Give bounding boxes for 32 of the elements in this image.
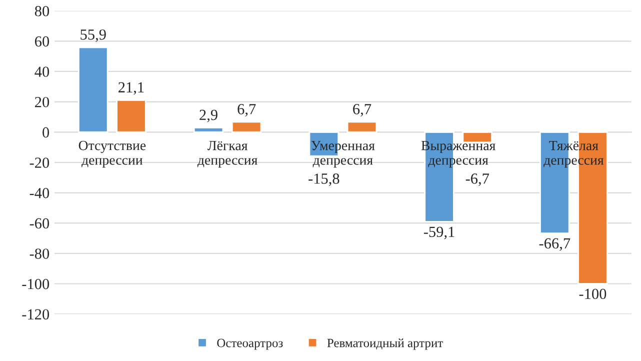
y-tick-label: 0 (42, 127, 50, 138)
y-tick-label: -40 (30, 188, 50, 198)
data-label: -59,1 (424, 226, 454, 240)
data-label: 2,9 (200, 110, 218, 122)
bar (462, 131, 492, 143)
x-tick-label: Лёгкая депрессия (197, 141, 258, 168)
data-label: 6,7 (238, 104, 256, 117)
data-label: 55,9 (80, 29, 106, 42)
data-label: -15,8 (308, 174, 340, 186)
bar (116, 99, 146, 133)
legend-label: Остеоартроз (217, 338, 283, 350)
data-label: 21,1 (118, 82, 144, 95)
y-tick-label: 40 (34, 66, 50, 77)
data-label: -66,7 (539, 238, 570, 251)
bar (346, 121, 378, 133)
bar (231, 121, 262, 133)
y-tick-label: -120 (22, 309, 50, 320)
data-label: -100 (579, 288, 606, 300)
legend-label: Ревматоидный артрит (327, 338, 443, 350)
y-tick-label: -100 (22, 278, 50, 290)
bar (193, 127, 224, 133)
y-tick-label: -80 (30, 248, 50, 259)
y-tick-label: -60 (30, 218, 50, 229)
y-tick-label: 80 (34, 6, 50, 16)
y-tick-label: -20 (30, 158, 50, 168)
y-tick-label: 60 (35, 36, 50, 47)
data-label: 6,7 (353, 104, 372, 117)
x-tick-label: Отсутствие депрессии (78, 140, 146, 168)
y-tick-label: 20 (35, 96, 50, 108)
bar (78, 46, 108, 133)
data-label: -6,7 (466, 174, 490, 186)
x-tick-label: Тяжёлая депрессия (544, 141, 604, 168)
